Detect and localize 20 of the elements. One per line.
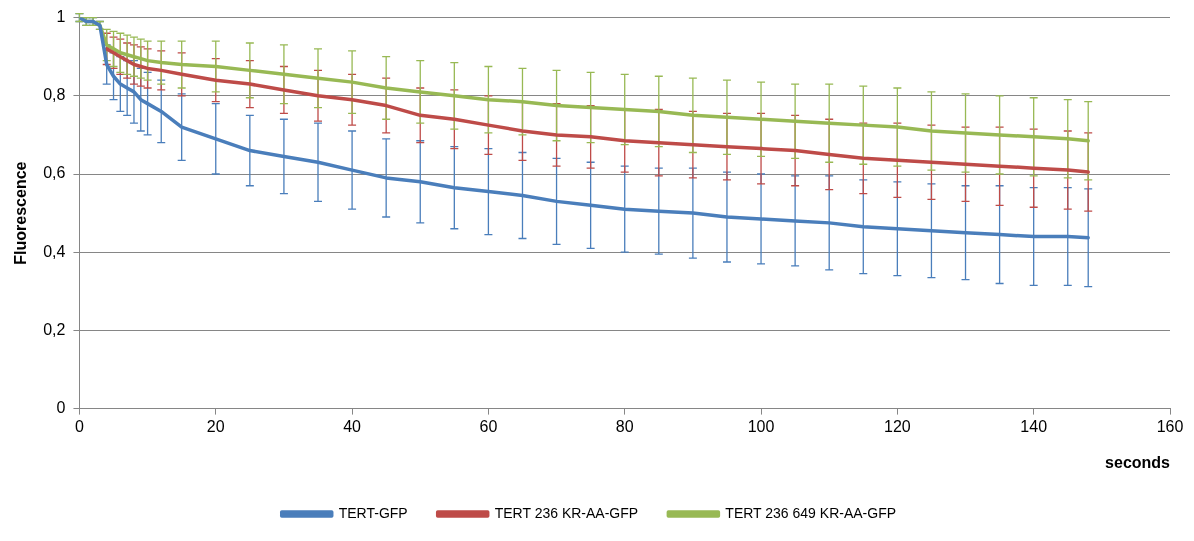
y-tick-label: 0,6 — [43, 164, 66, 182]
y-axis-title: Fluorescence — [12, 161, 30, 265]
y-tick-label: 0,8 — [43, 86, 66, 104]
y-tick-label: 0,2 — [43, 320, 66, 338]
x-axis-title: seconds — [1105, 453, 1171, 471]
x-tick-label: 0 — [74, 417, 84, 435]
x-tick-label: 20 — [206, 417, 225, 435]
y-tick-label: 1 — [56, 8, 66, 26]
legend-label: TERT 236 KR-AA-GFP — [494, 504, 639, 521]
x-tick-label: 160 — [1156, 417, 1184, 435]
x-tick-label: 120 — [884, 417, 911, 435]
y-tick-label: 0 — [56, 399, 66, 417]
y-tick-label: 0,4 — [43, 242, 66, 260]
legend-label: TERT-GFP — [338, 504, 408, 521]
x-tick-label: 40 — [343, 417, 362, 435]
x-tick-label: 60 — [479, 417, 498, 435]
x-tick-label: 80 — [615, 417, 634, 435]
x-tick-label: 100 — [747, 417, 775, 435]
x-tick-label: 140 — [1020, 417, 1048, 435]
legend-label: TERT 236 649 KR-AA-GFP — [725, 504, 897, 521]
